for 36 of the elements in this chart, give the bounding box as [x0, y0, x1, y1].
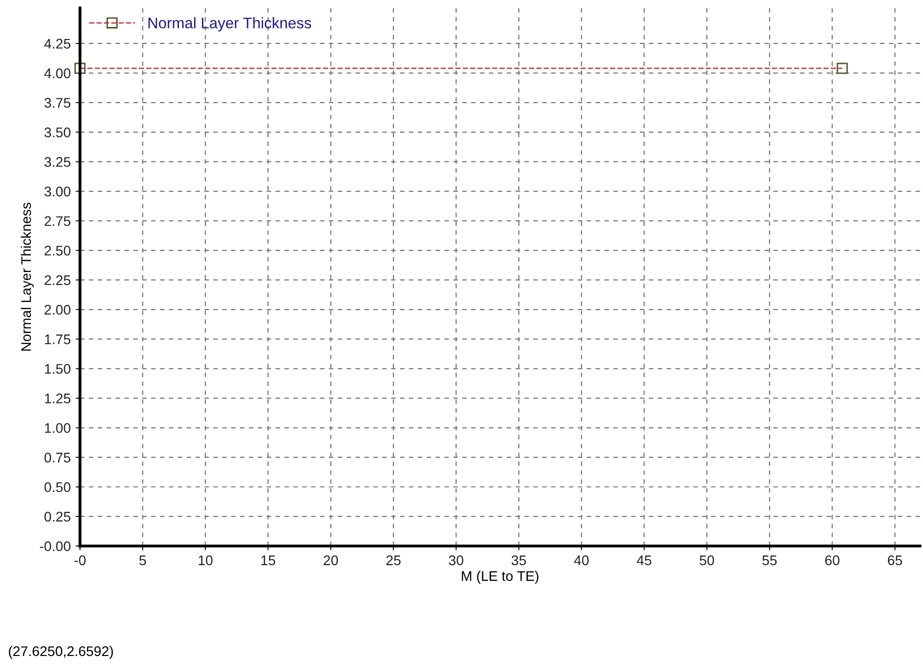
x-tick-label: 5 — [139, 556, 146, 566]
y-tick-label: 3.50 — [44, 127, 70, 138]
y-tick-label: 2.00 — [44, 304, 70, 315]
x-tick-label: 65 — [888, 555, 902, 566]
y-tick-label: 1.50 — [45, 364, 70, 374]
x-tick-label: 50 — [700, 555, 714, 566]
y-tick-label: 2.25 — [44, 275, 70, 286]
y-tick-label: 0.25 — [44, 512, 70, 522]
x-tick-label: 55 — [762, 556, 777, 566]
y-tick-label: -0.00 — [40, 541, 70, 552]
x-tick-label: 10 — [198, 555, 213, 566]
y-tick-label: 0.75 — [44, 452, 70, 462]
x-tick-label: 45 — [636, 556, 652, 566]
y-tick-label: 1.75 — [45, 334, 70, 344]
y-tick-label: 2.75 — [44, 216, 70, 226]
x-tick-label: 20 — [324, 555, 338, 566]
y-tick-label: 2.50 — [44, 246, 70, 256]
y-tick-label: 4.25 — [44, 38, 70, 49]
y-tick-label: 1.00 — [45, 423, 70, 433]
x-tick-label: -0 — [74, 555, 86, 566]
x-tick-label: 30 — [448, 555, 464, 566]
x-axis-title: M (LE to TE) — [462, 570, 538, 584]
text: (27.6250,2.6592) — [8, 646, 113, 659]
y-axis-title: Normal Layer Thickness — [20, 202, 34, 351]
y-tick-label: 1.25 — [45, 394, 70, 404]
x-tick-label: 35 — [512, 555, 526, 566]
x-tick-label: 15 — [261, 556, 276, 566]
y-tick-label: 4.00 — [44, 68, 70, 78]
x-tick-label: 40 — [574, 555, 589, 566]
y-tick-label: 3.00 — [44, 186, 70, 196]
x-tick-label: 25 — [386, 555, 401, 566]
x-tick-label: 60 — [825, 555, 840, 566]
y-tick-label: 3.25 — [44, 157, 70, 167]
y-tick-label: 0.50 — [44, 482, 70, 492]
y-tick-label: 3.75 — [44, 98, 70, 108]
legend-label: Normal Layer Thickness — [148, 17, 312, 32]
